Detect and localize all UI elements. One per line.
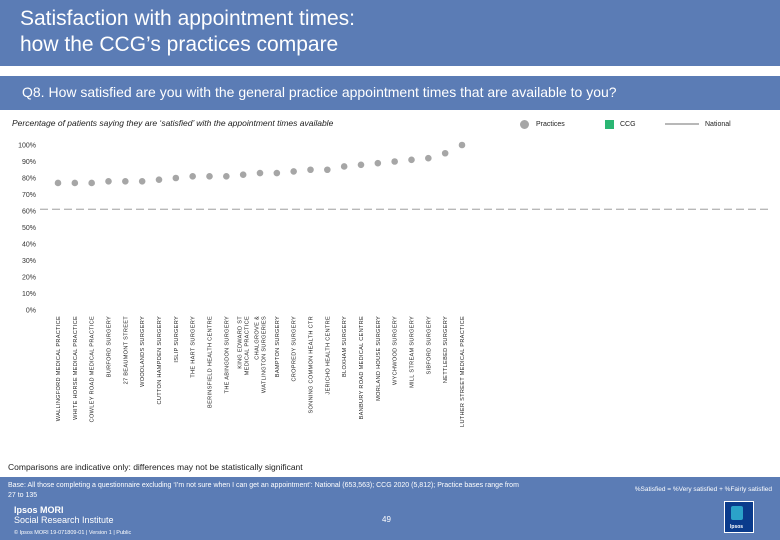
y-tick-label: 50%: [22, 225, 36, 232]
title-band: Satisfaction with appointment times: how…: [0, 0, 780, 66]
x-category-label: ISLIP SURGERY: [174, 316, 180, 363]
logo-line-2: Social Research Institute: [14, 515, 114, 525]
data-point: [255, 168, 265, 178]
y-tick-label: 60%: [22, 209, 36, 216]
badge-text: Ipsos: [730, 524, 744, 530]
legend-ccg-label: CCG: [620, 120, 636, 128]
page-number: 49: [382, 515, 391, 524]
comparison-note: Comparisons are indicative only: differe…: [8, 462, 303, 472]
x-category-label: WATLINGTON SURGERIES: [262, 316, 268, 393]
satisfaction-chart: 0% 10% 20% 30% 40% 50% 60% 70% 80% 90% 100% WALLIN…: [18, 140, 770, 427]
ipsos-badge-logo: Ipsos: [724, 501, 754, 533]
data-point: [306, 165, 315, 175]
x-category-label: BURFORD SURGERY: [107, 316, 113, 377]
y-tick-label: 20%: [22, 275, 36, 282]
legend-practices: Practices: [519, 118, 565, 130]
x-category-label: CROPREDY SURGERY: [292, 316, 298, 382]
data-point: [121, 177, 130, 186]
x-category-label: LUTHER STREET MEDICAL PRACTICE: [460, 316, 466, 427]
data-point: [424, 153, 433, 163]
ipsos-mori-logo: Ipsos MORI Social Research Institute: [14, 505, 114, 525]
x-category-label: WHITE HORSE MEDICAL PRACTICE: [73, 316, 79, 420]
y-tick-label: 10%: [22, 291, 36, 298]
logo-line-1: Ipsos MORI: [14, 505, 64, 515]
page-title: Satisfaction with appointment times: how…: [20, 7, 355, 56]
x-category-label: MEDICAL PRACTICE: [245, 316, 251, 375]
copyright-text: © Ipsos MORI 19-071809-01 | Version 1 | …: [14, 530, 132, 536]
y-tick-label: 40%: [22, 242, 36, 249]
x-category-label: BANBURY ROAD MEDICAL CENTRE: [359, 316, 365, 419]
x-category-label: BLOXHAM SURGERY: [342, 316, 348, 377]
x-category-label: COWLEY ROAD MEDICAL PRACTICE: [90, 316, 96, 422]
x-category-label: SONNING COMMON HEALTH CTR: [309, 316, 315, 414]
x-category-label: MILL STREAM SURGERY: [410, 316, 416, 388]
x-category-label: SIBFORD SURGERY: [426, 316, 432, 374]
data-point: [222, 172, 231, 181]
legend-national-label: National: [705, 120, 731, 128]
legend-ccg-marker: [605, 119, 614, 129]
data-point: [87, 178, 96, 188]
y-tick-label: 70%: [22, 192, 36, 199]
data-point: [390, 157, 399, 166]
survey-question: Q8. How satisfied are you with the gener…: [22, 84, 617, 100]
data-point: [70, 178, 80, 188]
x-category-label: WYCHWOOD SURGERY: [393, 316, 399, 385]
data-point: [137, 177, 147, 186]
x-category-label: MORLAND HOUSE SURGERY: [376, 316, 382, 401]
x-category-label: BERINSFIELD HEALTH CENTRE: [208, 316, 214, 408]
x-category-label: WOODLANDS SURGERY: [140, 316, 146, 387]
base-text: Base: All those completing a questionnai…: [8, 482, 519, 499]
x-category-label: NETTLEBED SURGERY: [443, 316, 449, 383]
data-point: [373, 158, 383, 168]
data-point: [238, 170, 248, 180]
x-category-label: KING EDWARD ST: [238, 316, 244, 369]
x-category-label: THE HART SURGERY: [191, 316, 197, 378]
x-category-label: WALLINGFORD MEDICAL PRACTICE: [56, 316, 62, 421]
data-point: [323, 165, 332, 175]
badge-mark: [731, 506, 743, 520]
question-band: Q8. How satisfied are you with the gener…: [0, 76, 780, 110]
data-point: [272, 168, 282, 178]
data-point-top: [457, 140, 467, 150]
x-category-label: CUTTON HAMPDEN SURGERY: [157, 316, 163, 404]
legend-ccg: CCG: [605, 118, 636, 130]
y-tick-label: 80%: [22, 176, 36, 183]
y-tick-label: 100%: [18, 143, 36, 150]
y-tick-label: 90%: [22, 159, 36, 166]
x-category-label: BAMPTON SURGERY: [275, 316, 281, 377]
legend-national-marker: [665, 123, 699, 125]
x-category-label: THE ABINGDON SURGERY: [224, 316, 230, 393]
data-point: [289, 167, 298, 176]
data-point: [154, 175, 164, 184]
data-point: [356, 160, 366, 170]
legend-practices-marker: [519, 118, 530, 130]
data-point: [188, 172, 197, 181]
data-point: [339, 162, 349, 171]
chart-subtitle: Percentage of patients saying they are ‘…: [12, 118, 334, 128]
x-category-label: CHALGROVE &: [255, 316, 261, 360]
y-tick-label: 0%: [26, 308, 36, 315]
satisfied-definition: %Satisfied = %Very satisfied + %Fairly s…: [634, 486, 772, 493]
legend-national: National: [665, 118, 731, 130]
data-point: [171, 173, 181, 183]
legend-practices-label: Practices: [536, 120, 565, 128]
data-point: [104, 177, 113, 186]
x-category-label: 27 BEAUMONT STREET: [123, 316, 129, 385]
x-category-label: JERICHO HEALTH CENTRE: [325, 316, 331, 395]
data-point: [53, 178, 63, 188]
y-tick-label: 30%: [22, 258, 36, 265]
data-point: [205, 172, 214, 181]
data-point: [407, 155, 416, 165]
data-point: [440, 148, 450, 158]
footer: Base: All those completing a questionnai…: [0, 477, 780, 540]
